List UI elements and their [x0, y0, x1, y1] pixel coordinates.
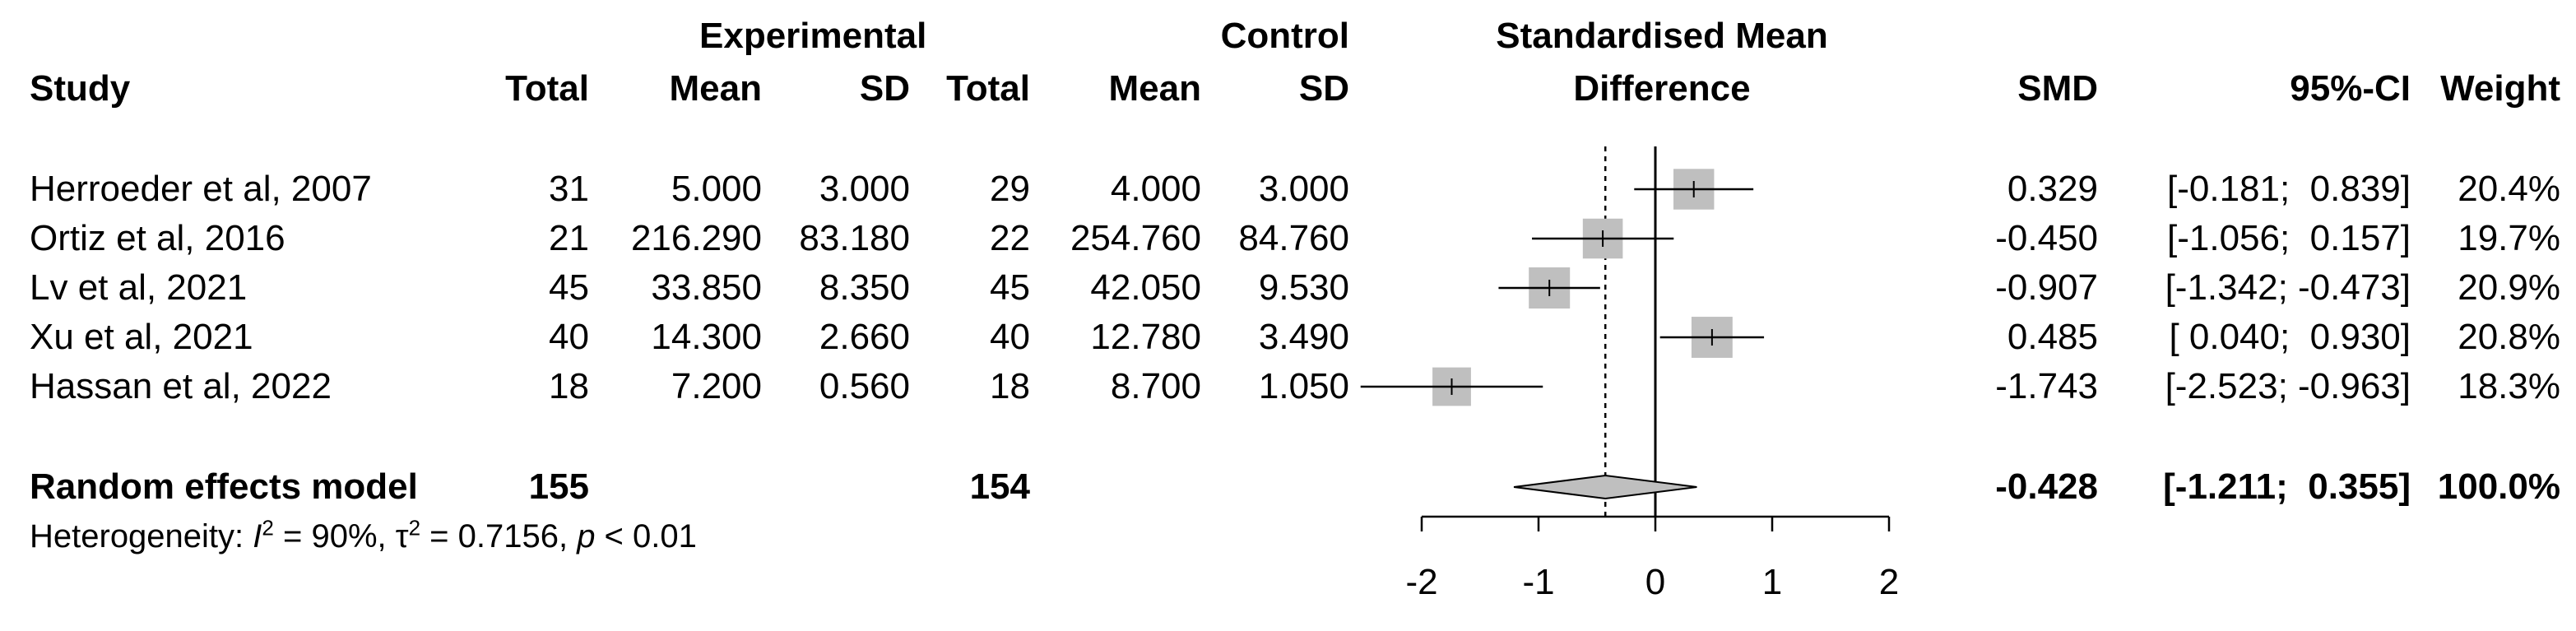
exp-sd: 83.180 — [799, 218, 910, 258]
ctrl-mean: 42.050 — [1090, 267, 1201, 308]
study-name: Ortiz et al, 2016 — [30, 218, 285, 258]
exp-total: 31 — [549, 169, 589, 209]
exp-mean: 33.850 — [651, 267, 762, 308]
exp-total: 45 — [549, 267, 589, 308]
ctrl-total: 22 — [990, 218, 1030, 258]
control-group-header: Control — [1220, 16, 1349, 56]
ctrl-sd: 3.000 — [1258, 169, 1349, 209]
exp-sd: 2.660 — [819, 317, 910, 357]
exp-sd: 0.560 — [819, 366, 910, 406]
study-name: Xu et al, 2021 — [30, 317, 253, 357]
ci-header: 95%-CI — [2290, 68, 2411, 109]
ctrl-mean: 8.700 — [1110, 366, 1201, 406]
experimental-group-header: Experimental — [699, 16, 927, 56]
het-p-value: < 0.01 — [595, 518, 697, 554]
ctrl-total: 29 — [990, 169, 1030, 209]
pooled-smd: -0.428 — [1995, 466, 2098, 507]
ctrl-mean: 4.000 — [1110, 169, 1201, 209]
exp-total: 18 — [549, 366, 589, 406]
study-name: Lv et al, 2021 — [30, 267, 248, 308]
ci-value: [-2.523; -0.963] — [2165, 366, 2411, 406]
exp-mean: 7.200 — [671, 366, 762, 406]
x-axis-tick-label: -1 — [1522, 562, 1554, 602]
het-tau-letter: τ — [395, 518, 409, 554]
het-i2-value: = 90%, — [273, 518, 396, 554]
exp-total: 40 — [549, 317, 589, 357]
plot-title-line1: Standardised Mean — [1496, 16, 1828, 56]
weight-value: 20.4% — [2458, 169, 2560, 209]
exp-sd: 3.000 — [819, 169, 910, 209]
exp-mean: 14.300 — [651, 317, 762, 357]
ctrl-sd: 84.760 — [1238, 218, 1349, 258]
ctrl-sd: 3.490 — [1258, 317, 1349, 357]
ctrl-total: 45 — [990, 267, 1030, 308]
het-i2-exp: 2 — [262, 515, 274, 541]
x-axis-tick-label: 1 — [1762, 562, 1782, 602]
pooled-ctrl-total: 154 — [969, 466, 1030, 507]
ci-value: [ 0.040; 0.930] — [2169, 317, 2411, 357]
heterogeneity-text: Heterogeneity: I2 = 90%, τ2 = 0.7156, p … — [30, 517, 935, 556]
x-axis-tick-label: -2 — [1405, 562, 1437, 602]
smd-value: -1.743 — [1995, 366, 2098, 406]
ctrl-mean-header: Mean — [1108, 68, 1201, 109]
weight-value: 18.3% — [2458, 366, 2560, 406]
x-axis-tick-label: 0 — [1645, 562, 1665, 602]
smd-header: SMD — [2017, 68, 2098, 109]
smd-value: 0.329 — [2007, 169, 2098, 209]
het-tau-exp: 2 — [408, 515, 421, 541]
smd-value: 0.485 — [2007, 317, 2098, 357]
exp-mean: 5.000 — [671, 169, 762, 209]
weight-value: 20.8% — [2458, 317, 2560, 357]
ci-value: [-1.056; 0.157] — [2167, 218, 2411, 258]
weight-value: 19.7% — [2458, 218, 2560, 258]
study-column-header: Study — [30, 68, 131, 109]
smd-value: -0.907 — [1995, 267, 2098, 308]
weight-header: Weight — [2440, 68, 2560, 109]
ctrl-total: 40 — [990, 317, 1030, 357]
ctrl-total: 18 — [990, 366, 1030, 406]
het-prefix: Heterogeneity: — [30, 518, 253, 554]
ctrl-sd-header: SD — [1298, 68, 1349, 109]
ctrl-mean: 12.780 — [1090, 317, 1201, 357]
study-name: Herroeder et al, 2007 — [30, 169, 372, 209]
plot-title-line2: Difference — [1573, 68, 1751, 109]
ci-value: [-0.181; 0.839] — [2167, 169, 2411, 209]
exp-total-header: Total — [505, 68, 589, 109]
exp-total: 21 — [549, 218, 589, 258]
weight-value: 20.9% — [2458, 267, 2560, 308]
ctrl-sd: 1.050 — [1258, 366, 1349, 406]
pooled-weight: 100.0% — [2437, 466, 2560, 507]
pooled-diamond — [1513, 474, 1697, 500]
ctrl-sd: 9.530 — [1258, 267, 1349, 308]
pooled-ci: [-1.211; 0.355] — [2163, 466, 2411, 507]
ci-value: [-1.342; -0.473] — [2165, 267, 2411, 308]
study-name: Hassan et al, 2022 — [30, 366, 332, 406]
exp-sd-header: SD — [859, 68, 910, 109]
exp-sd: 8.350 — [819, 267, 910, 308]
exp-mean-header: Mean — [669, 68, 762, 109]
pooled-exp-total: 155 — [528, 466, 589, 507]
het-i2-letter: I — [253, 518, 262, 554]
ctrl-mean: 254.760 — [1070, 218, 1201, 258]
pooled-label: Random effects model — [30, 466, 418, 507]
x-axis-tick-label: 2 — [1879, 562, 1899, 602]
smd-value: -0.450 — [1995, 218, 2098, 258]
exp-mean: 216.290 — [630, 218, 762, 258]
ctrl-total-header: Total — [946, 68, 1030, 109]
het-p-letter: p — [577, 518, 596, 554]
het-tau-value: = 0.7156, — [420, 518, 578, 554]
